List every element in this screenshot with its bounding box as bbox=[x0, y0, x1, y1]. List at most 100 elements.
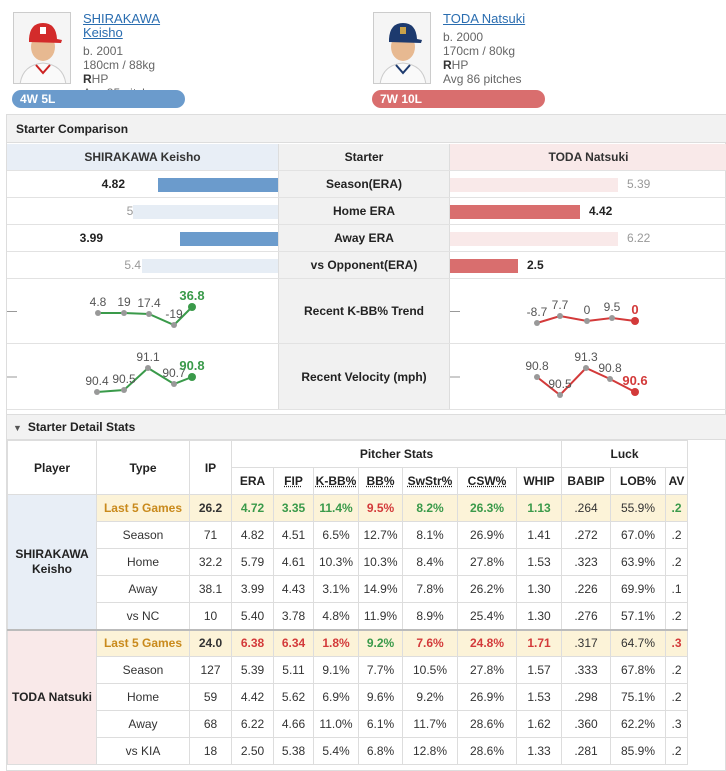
pitcher-card-shirakawa: SHIRAKAWA Keisho b. 2001 180cm / 88kg RH… bbox=[8, 8, 185, 108]
stat-cell: 3.35 bbox=[273, 494, 314, 522]
stat-cell: 3.78 bbox=[273, 602, 314, 630]
col-babip: BABIP bbox=[561, 467, 611, 495]
win-loss-record: 7W 10L bbox=[372, 90, 545, 108]
comparison-row: 5.79 Home ERA 4.42 bbox=[7, 198, 726, 225]
trend-point bbox=[584, 318, 590, 324]
stat-cell: 6.22 bbox=[231, 710, 274, 738]
trend-point bbox=[607, 376, 613, 382]
trend-value-label: 90.8 bbox=[598, 361, 622, 375]
right-value: 5.39 bbox=[627, 177, 651, 191]
stat-cell: 1.53 bbox=[516, 548, 562, 576]
trend-point bbox=[557, 392, 563, 398]
birth-year: b. 2000 bbox=[443, 30, 484, 44]
stat-cell: 4.42 bbox=[231, 683, 274, 711]
stat-cell: 4.43 bbox=[273, 575, 314, 603]
comparison-row: 5.4 vs Opponent(ERA) 2.5 bbox=[7, 252, 726, 279]
type-cell: Season bbox=[96, 521, 190, 549]
stat-cell: .2 bbox=[665, 656, 688, 684]
trend-value-label: 91.1 bbox=[136, 350, 160, 364]
stat-cell: 75.1% bbox=[610, 683, 666, 711]
pitcher-name-link[interactable]: TODA Natsuki bbox=[443, 11, 526, 26]
col-avg: AV bbox=[665, 467, 688, 495]
stat-cell: 10.3% bbox=[358, 548, 403, 576]
trend-point bbox=[171, 322, 177, 328]
stat-cell: 27.8% bbox=[457, 656, 517, 684]
stat-cell: 57.1% bbox=[610, 602, 666, 630]
stat-cell: 4.66 bbox=[273, 710, 314, 738]
type-cell: Season bbox=[96, 656, 190, 684]
right-bar bbox=[450, 178, 618, 192]
stat-cell: 27.8% bbox=[457, 548, 517, 576]
col-swstr[interactable]: SwStr% bbox=[402, 467, 458, 495]
detail-stats-title: Starter Detail Stats bbox=[27, 420, 136, 434]
stat-cell: 85.9% bbox=[610, 737, 666, 765]
table-row: Home 59 4.42 5.62 6.9% 9.6% 9.2% 26.9% 1.53.298 7… bbox=[8, 683, 688, 711]
trend-point bbox=[188, 373, 196, 381]
trend-point bbox=[188, 303, 196, 311]
col-kbb[interactable]: K-BB% bbox=[313, 467, 359, 495]
stat-cell: .226 bbox=[561, 575, 611, 603]
stat-cell: .1 bbox=[665, 575, 688, 603]
height-weight: 170cm / 80kg bbox=[443, 44, 516, 58]
stat-cell: 6.34 bbox=[273, 628, 314, 657]
col-type: Type bbox=[96, 440, 190, 495]
player-cell: TODA Natsuki bbox=[7, 628, 97, 765]
stat-cell: 68 bbox=[189, 710, 232, 738]
trend-value-label: -19 bbox=[165, 307, 183, 321]
comparison-label: vs Opponent(ERA) bbox=[278, 252, 450, 278]
velocity-trend-row: 90.4 90.5 91.1 90.7 90.8 Recent Velocity (mp… bbox=[7, 344, 726, 410]
stat-cell: .2 bbox=[665, 602, 688, 630]
stat-cell: 32.2 bbox=[189, 548, 232, 576]
comparison-row: 3.99 Away ERA 6.22 bbox=[7, 225, 726, 252]
trend-value-label: 4.8 bbox=[90, 295, 107, 309]
stat-cell: 6.8% bbox=[358, 737, 403, 765]
stat-cell: 7.8% bbox=[402, 575, 458, 603]
stat-cell: .2 bbox=[665, 737, 688, 765]
trend-value-label: 90.7 bbox=[162, 366, 186, 380]
caret-down-icon: ▼ bbox=[13, 423, 22, 433]
type-cell: Away bbox=[96, 710, 190, 738]
stat-cell: 9.6% bbox=[358, 683, 403, 711]
type-cell: Away bbox=[96, 575, 190, 603]
stat-cell: 8.9% bbox=[402, 602, 458, 630]
stat-cell: 5.40 bbox=[231, 602, 274, 630]
stat-cell: 38.1 bbox=[189, 575, 232, 603]
kbb-trend-label: Recent K-BB% Trend bbox=[278, 279, 450, 343]
col-fip[interactable]: FIP bbox=[273, 467, 314, 495]
pitcher-name-link[interactable]: SHIRAKAWA Keisho bbox=[83, 11, 161, 40]
stat-cell: .2 bbox=[665, 548, 688, 576]
trend-value-label: 9.5 bbox=[604, 300, 621, 314]
stat-cell: 26.2 bbox=[189, 494, 232, 522]
type-cell: Last 5 Games bbox=[96, 494, 190, 522]
throwing-hand: RHP bbox=[443, 58, 469, 72]
starter-header: Starter bbox=[278, 144, 450, 170]
trend-point bbox=[121, 387, 127, 393]
stat-cell: .360 bbox=[561, 710, 611, 738]
section-title: Starter Comparison bbox=[7, 115, 726, 143]
stat-cell: 24.0 bbox=[189, 628, 232, 657]
stat-cell: .2 bbox=[665, 683, 688, 711]
stat-cell: 4.8% bbox=[313, 602, 359, 630]
stat-cell: 1.30 bbox=[516, 602, 562, 630]
table-row: Away 68 6.22 4.66 11.0% 6.1% 11.7% 28.6% 1.62.36… bbox=[8, 710, 688, 738]
stat-cell: 26.9% bbox=[457, 683, 517, 711]
trend-value-label: 0 bbox=[631, 302, 638, 317]
stat-cell: 24.8% bbox=[457, 628, 517, 657]
type-cell: Home bbox=[96, 548, 190, 576]
stat-cell: 67.0% bbox=[610, 521, 666, 549]
col-player: Player bbox=[7, 440, 97, 495]
stat-cell: 6.9% bbox=[313, 683, 359, 711]
trend-point bbox=[171, 381, 177, 387]
stat-cell: 127 bbox=[189, 656, 232, 684]
col-era: ERA bbox=[231, 467, 274, 495]
right-value: 4.42 bbox=[589, 204, 613, 218]
col-csw[interactable]: CSW% bbox=[457, 467, 517, 495]
stat-cell: .3 bbox=[665, 628, 688, 657]
trend-value-label: 90.6 bbox=[622, 373, 647, 388]
stat-cell: 5.4% bbox=[313, 737, 359, 765]
detail-stats-toggle[interactable]: ▼ Starter Detail Stats bbox=[7, 414, 726, 440]
table-row: Home 32.2 5.79 4.61 10.3% 10.3% 8.4% 27.8% 1.53.… bbox=[8, 548, 688, 576]
player-photo bbox=[13, 12, 71, 84]
stat-cell: 26.2% bbox=[457, 575, 517, 603]
col-bb[interactable]: BB% bbox=[358, 467, 403, 495]
